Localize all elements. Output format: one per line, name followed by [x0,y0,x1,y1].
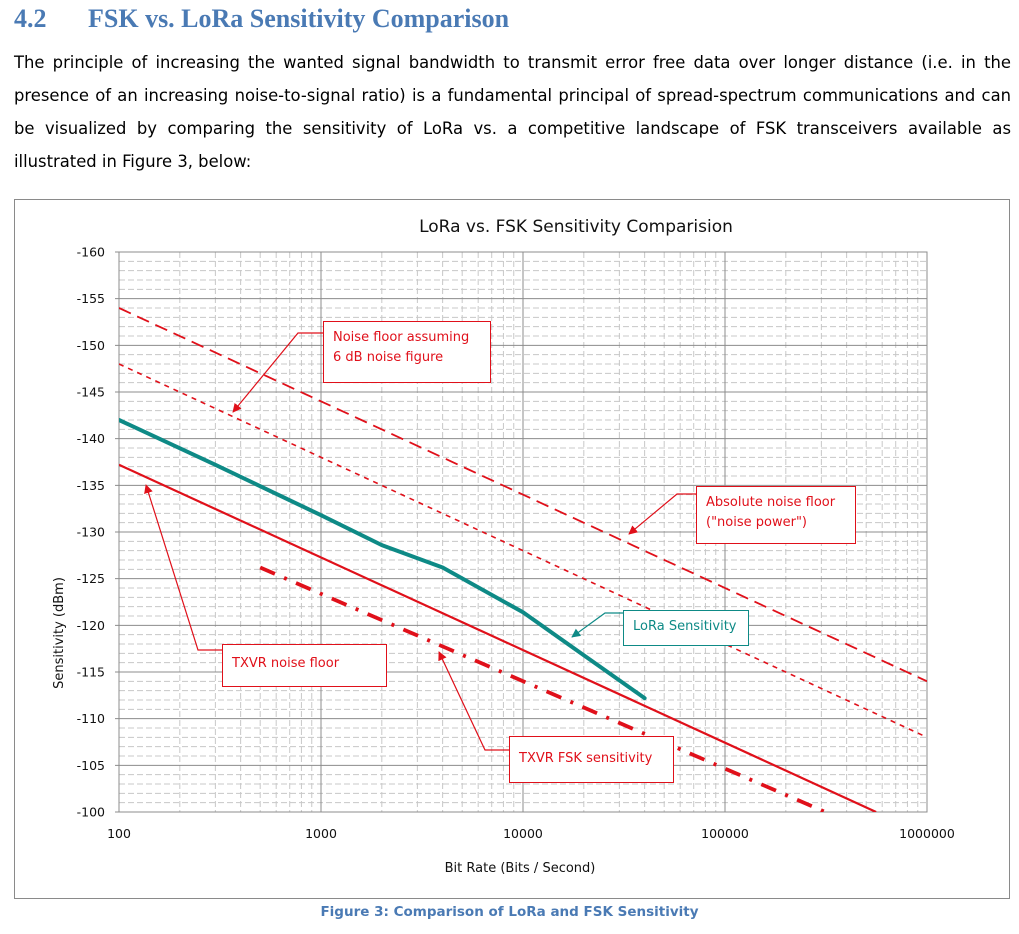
y-tick-label: -130 [77,525,105,540]
plot-area-border [118,251,928,813]
y-tick-label: -105 [77,758,105,773]
callout-arrow [571,612,623,638]
x-tick-label: 100 [107,826,131,841]
x-axis-label: Bit Rate (Bits / Second) [445,861,596,876]
section-heading: 4.2 FSK vs. LoRa Sensitivity Comparison [14,4,509,34]
y-tick-label: -125 [77,571,105,586]
callout-arrows [144,332,696,751]
y-tick-label: -150 [77,338,105,353]
callout-txvr-fsk-sensitivity-label: TXVR FSK sensitivity [519,751,653,766]
series-line [119,418,647,701]
callout-arrow [628,493,696,535]
section-number: 4.2 [14,4,47,33]
callout-arrow [144,484,222,651]
series-layer [119,307,927,812]
series-line [259,565,831,812]
callout-arrow [232,332,323,413]
callout-lora-sensitivity: LoRa Sensitivity [623,610,749,646]
callout-absolute-noise-floor-line1: Absolute noise floor [706,495,836,510]
callout-absolute-noise-floor: Absolute noise floor ("noise power") [696,486,856,544]
y-tick-label: -120 [77,618,105,633]
y-tick-label: -135 [77,478,105,493]
y-tick-label: -115 [77,665,105,680]
tick-labels: 100 1000 10000 100000 1000000 -160 -155 -150 -14… [77,245,955,842]
y-axis-label: Sensitivity (dBm) [52,577,67,689]
series-line [119,463,877,812]
x-tick-label: 10000 [503,826,543,841]
callout-noise-floor-6db-line1: Noise floor assuming [333,330,470,345]
chart-frame: 100 1000 10000 100000 1000000 -160 -155 -150 -14… [14,199,1010,899]
section-title: FSK vs. LoRa Sensitivity Comparison [88,4,510,33]
callout-arrow [438,651,509,751]
sensitivity-chart: 100 1000 10000 100000 1000000 -160 -155 -150 -14… [52,217,955,876]
y-tick-label: -145 [77,385,105,400]
figure-caption: Figure 3: Comparison of LoRa and FSK Sen… [320,904,699,920]
callout-noise-floor-6db: Noise floor assuming 6 dB noise figure [323,321,491,383]
chart-title: LoRa vs. FSK Sensitivity Comparision [419,217,733,237]
y-tick-label: -100 [77,805,105,820]
series-line [119,307,927,683]
x-tick-label: 1000 [305,826,337,841]
y-tick-label: -160 [77,245,105,260]
series-line [119,363,927,739]
callout-txvr-fsk-sensitivity: TXVR FSK sensitivity [509,736,674,783]
callout-absolute-noise-floor-line2: ("noise power") [706,515,807,530]
callout-txvr-noise-floor: TXVR noise floor [222,644,387,687]
callout-noise-floor-6db-line2: 6 dB noise figure [333,350,444,365]
callout-txvr-noise-floor-label: TXVR noise floor [232,656,340,671]
y-tick-label: -155 [77,291,105,306]
callout-lora-sensitivity-label: LoRa Sensitivity [633,619,737,634]
x-tick-label: 1000000 [899,826,955,841]
body-paragraph: The principle of increasing the wanted s… [14,53,1011,171]
y-tick-label: -140 [77,431,105,446]
y-tick-label: -110 [77,711,105,726]
x-tick-label: 100000 [701,826,749,841]
